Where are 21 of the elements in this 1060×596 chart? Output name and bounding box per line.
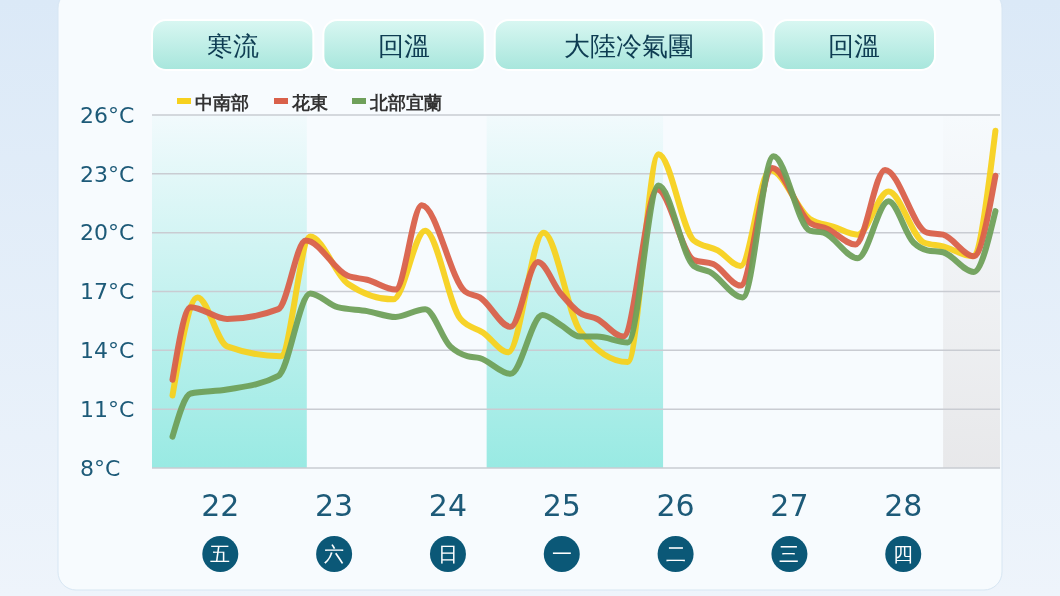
y-tick-label: 11°C: [80, 396, 135, 422]
y-tick-label: 8°C: [80, 455, 121, 481]
x-tick-label: 27 三: [770, 488, 809, 567]
legend-label: 花東: [291, 92, 328, 113]
x-tick-label: 26 二: [656, 488, 695, 567]
text: 回溫: [378, 31, 431, 62]
x-tick-label: 25 一: [542, 488, 581, 567]
y-tick-label: 26°C: [80, 102, 135, 128]
x-tick-label: 23 六: [315, 488, 354, 567]
x-tick-label: 22 五: [201, 488, 240, 567]
y-tick-label: 17°C: [80, 279, 135, 305]
legend-label: 中南部: [195, 92, 249, 113]
y-tick-label: 14°C: [80, 338, 135, 364]
y-tick-label: 20°C: [80, 220, 135, 246]
x-tick-label: 24 日: [428, 488, 468, 567]
y-tick-label: 23°C: [80, 161, 135, 187]
text: 回溫: [828, 31, 881, 62]
x-tick-label: 28 四: [884, 488, 923, 567]
text: 大陸冷氣團: [564, 31, 695, 62]
text: 寒流: [206, 31, 259, 62]
legend-label: 北部宜蘭: [369, 92, 442, 113]
